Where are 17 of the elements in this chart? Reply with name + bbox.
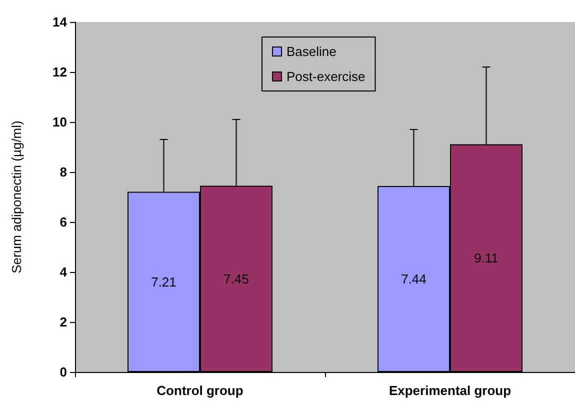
- data-label: 7.45: [224, 271, 249, 286]
- y-tick-label: 4: [60, 264, 68, 280]
- y-tick-label: 12: [52, 64, 67, 80]
- data-label: 7.21: [151, 274, 176, 290]
- legend-label: Post-exercise: [286, 69, 366, 84]
- y-tick-label: 14: [52, 14, 68, 30]
- y-axis-title: Serum adiponectin (µg/ml): [9, 120, 24, 274]
- y-tick-label: 6: [60, 214, 67, 230]
- legend-label: Baseline: [286, 44, 336, 59]
- data-label: 9.11: [474, 250, 498, 266]
- y-tick-label: 8: [60, 164, 67, 180]
- data-label: 7.44: [401, 272, 426, 286]
- x-tick-label: Experimental group: [388, 383, 512, 398]
- y-tick-label: 0: [60, 364, 67, 380]
- x-tick-label: Control group: [156, 383, 244, 398]
- y-tick-label: 2: [60, 314, 67, 330]
- y-tick-label: 10: [52, 114, 67, 130]
